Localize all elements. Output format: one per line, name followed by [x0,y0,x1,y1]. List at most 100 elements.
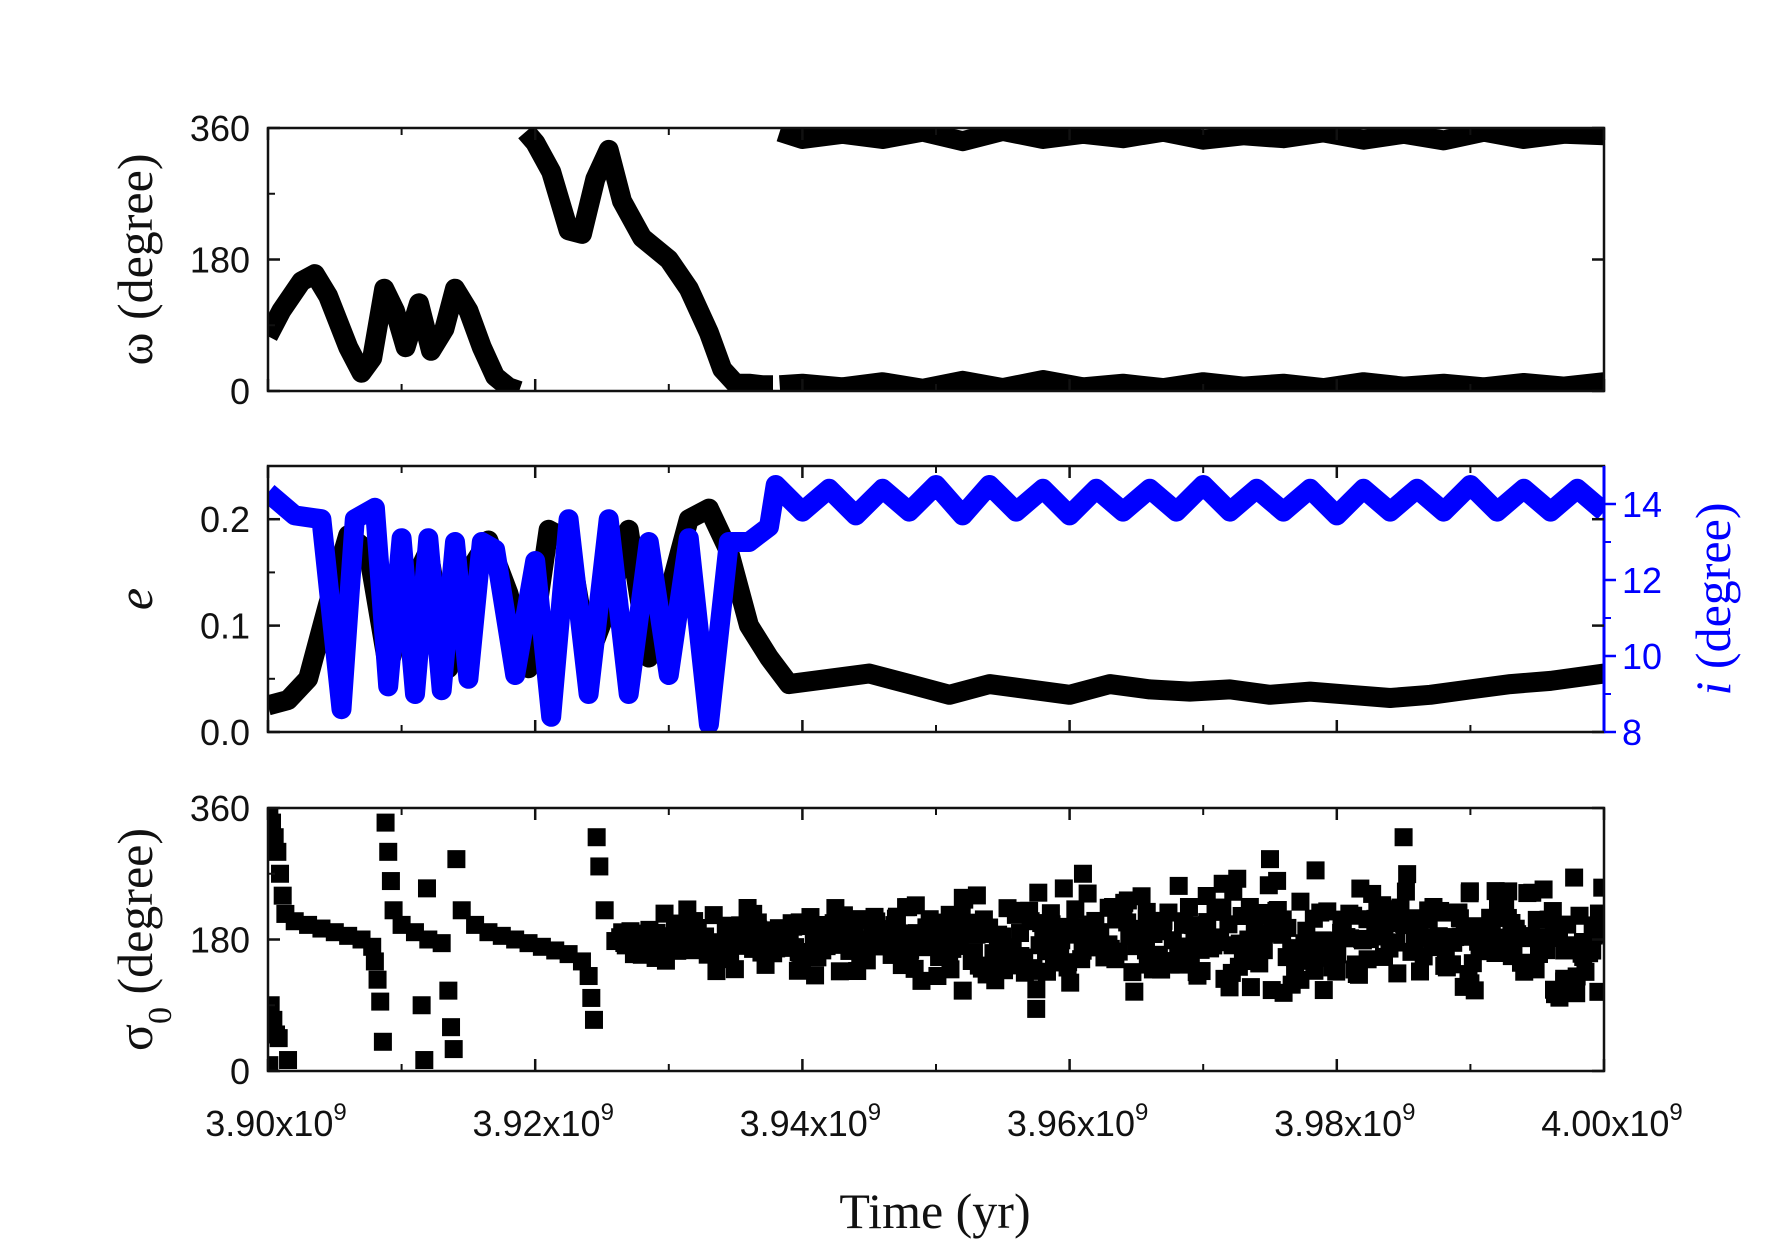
sigma0-point [1066,900,1085,919]
sigma0-point [444,1040,463,1059]
middle-y-tick-label: 0.0 [200,712,250,753]
sigma0-point [417,879,436,898]
x-tick-label-exponent: 9 [1669,1099,1682,1126]
sigma0-point [1499,882,1518,901]
sigma0-point [806,966,825,985]
sigma0-point [1411,962,1430,981]
sigma0-point [1589,982,1604,1001]
sigma0-point [1461,974,1480,993]
sigma0-point [452,901,471,920]
sigma0-point [268,1010,283,1029]
sigma0-point [1318,902,1337,921]
sigma0-point [379,842,398,861]
sigma0-point [1589,904,1604,923]
sigma0-point [371,992,390,1011]
sigma0-point [1593,918,1604,937]
sigma0-point [1388,964,1407,983]
i-y-tick-label: 8 [1622,712,1642,753]
sigma0-point [1268,871,1287,890]
sigma0-point [442,1018,461,1037]
x-tick-label-exponent: 9 [1135,1099,1148,1126]
sigma0-point [1534,880,1553,899]
sigma0-point [579,967,598,986]
top-y-tick-label: 360 [190,108,250,149]
sigma0-point [572,952,591,971]
sigma0-point [1125,982,1144,1001]
sigma0-point [1291,892,1310,911]
sigma0-point [279,1051,298,1070]
sigma0-point [1460,882,1479,901]
sigma0-point [269,1029,288,1048]
x-tick-label: 3.98x109 [1274,1099,1415,1144]
top-y-tick-label: 180 [190,240,250,281]
sigma0-point [415,1051,434,1070]
x-tick-label-mantissa: 3.90x10 [205,1103,333,1144]
sigma0-axis-title-subscript: 0 [142,1007,179,1024]
sigma0-point [912,971,931,990]
sigma0-point [1179,898,1198,917]
x-tick-label-mantissa: 3.94x10 [740,1103,868,1144]
sigma0-point [1073,864,1092,883]
sigma0-point [1254,941,1273,960]
sigma0-point [1078,884,1097,903]
x-tick-label-exponent: 9 [601,1099,614,1126]
i-axis-title-symbol: i [1685,682,1741,696]
i-series-line [268,475,1604,732]
x-tick-label: 4.00x109 [1541,1099,1682,1144]
sigma0-point [1593,878,1604,897]
sigma0-point [857,951,876,970]
sigma0-point [1132,887,1151,906]
sigma0-point [595,901,614,920]
sigma0-point [1306,861,1325,880]
sigma0-axis-title-symbol: σ [107,1024,163,1051]
sigma0-point [1344,906,1363,925]
sigma0-point [363,937,382,956]
x-tick-label-exponent: 9 [1402,1099,1415,1126]
sigma0-axis-title: σ0 (degree) [107,828,179,1051]
sigma0-point [365,952,384,971]
sigma0-point [1228,869,1247,888]
sigma0-point [967,886,986,905]
e-axis-title: e [107,588,163,610]
sigma0-point [584,1010,603,1029]
x-tick-label: 3.94x109 [740,1099,881,1144]
i-y-tick-label: 14 [1622,484,1662,525]
sigma0-point [1213,898,1232,917]
sigma0-point [1278,918,1297,937]
middle-y-tick-label: 0.1 [200,606,250,647]
bottom-y-tick-label: 360 [190,788,250,829]
sigma0-point [1314,981,1333,1000]
top-frame [266,126,1606,393]
sigma0-point [801,908,820,927]
sigma0-point [1327,962,1346,981]
sigma0-point [1442,955,1461,974]
omega-axis-title: ω (degree) [107,154,163,366]
sigma0-point [1159,903,1178,922]
sigma0-point [447,850,466,869]
sigma0-point [1109,942,1128,961]
top-y-tick-label: 0 [230,371,250,412]
sigma0-point [1481,908,1500,927]
sigma0-point [587,828,606,847]
x-tick-label-mantissa: 3.96x10 [1007,1103,1135,1144]
sigma0-point [376,813,395,832]
clip-top-plot-area [268,128,1604,391]
sigma0-point [1526,960,1545,979]
sigma0-point [1027,999,1046,1018]
sigma0-point [1197,887,1216,906]
x-axis-title: Time (yr) [839,1183,1030,1239]
sigma0-point [1029,883,1048,902]
i-y-tick-label: 12 [1622,560,1662,601]
sigma0-axis-title-unit: (degree) [107,828,163,1007]
sigma0-point [1192,962,1211,981]
bottom-y-tick-label: 180 [190,920,250,961]
sigma0-point [384,901,403,920]
x-tick-label: 3.90x109 [205,1099,346,1144]
sigma0-point [953,981,972,1000]
sigma0-point [1576,962,1595,981]
sigma0-point [273,886,292,905]
sigma0-point [1123,963,1142,982]
sigma0-point [381,872,400,891]
sigma0-point [1169,876,1188,895]
